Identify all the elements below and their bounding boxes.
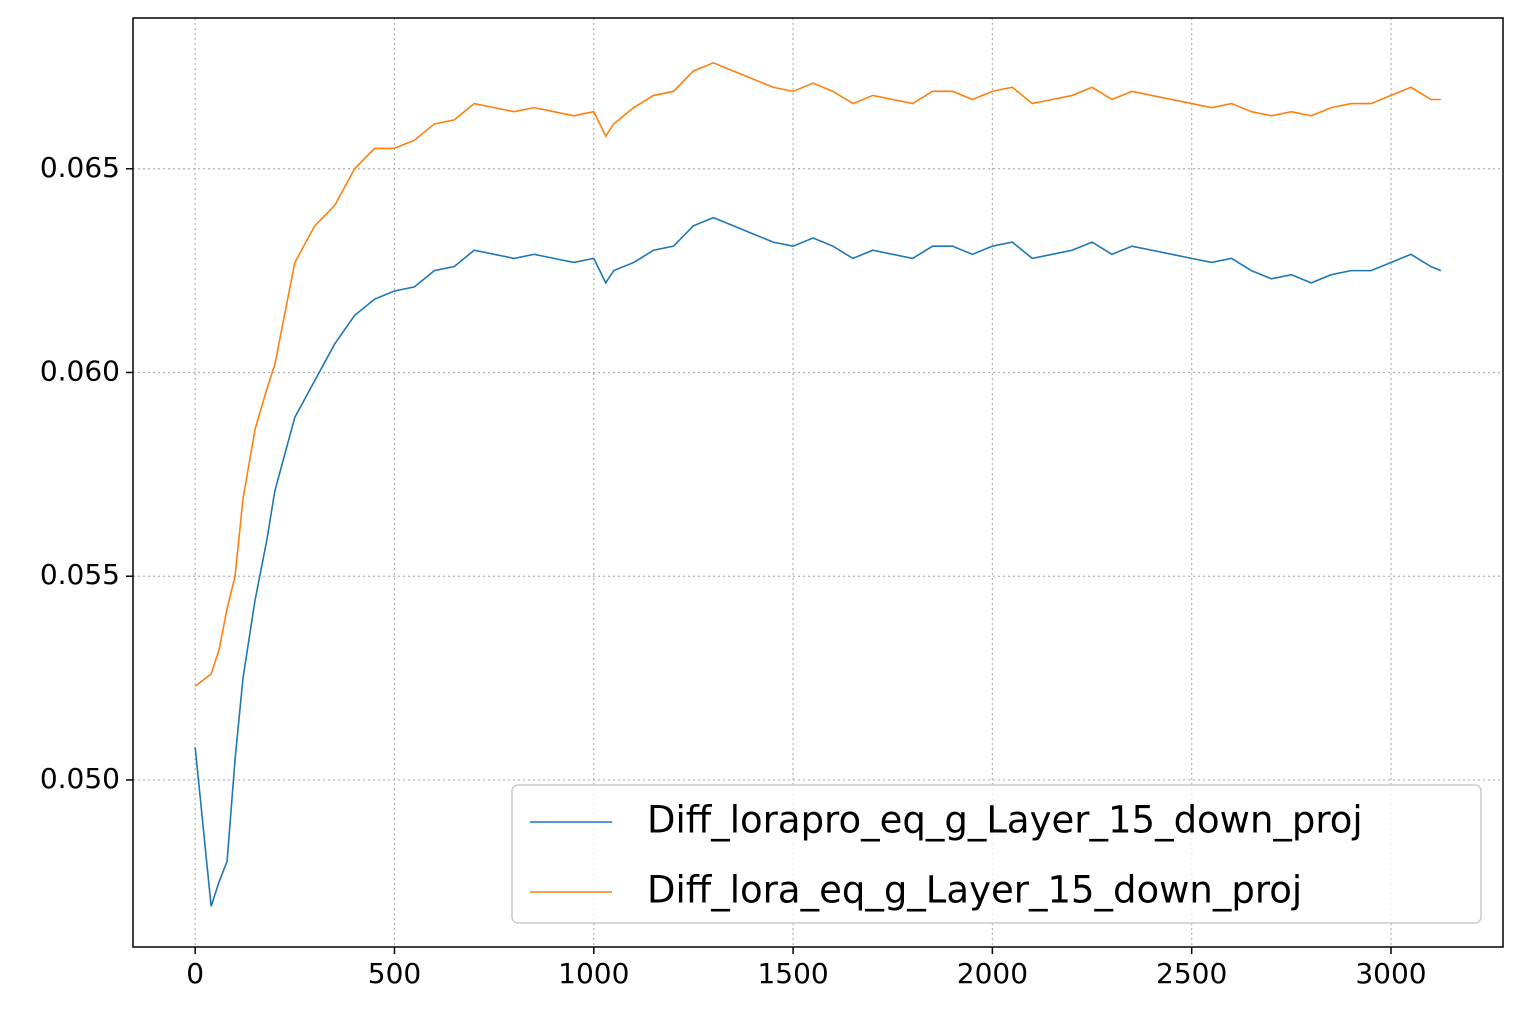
x-tick-label: 1000 [558,957,629,990]
legend-box [511,784,1482,924]
y-tick-label: 0.055 [40,558,120,591]
plot-frame [132,17,1504,948]
data-line [194,61,1441,687]
x-tick-label: 0 [186,957,204,990]
x-tick-label: 1500 [757,957,828,990]
y-tick-label: 0.050 [40,762,120,795]
legend: Diff_lorapro_eq_g_Layer_15_down_proj Diff… [511,784,1482,924]
y-tick-label: 0.060 [40,354,120,387]
legend-label: Diff_lorapro_eq_g_Layer_15_down_proj [647,799,1363,842]
y-tick-label: 0.065 [40,151,120,184]
x-tick-label: 3000 [1355,957,1426,990]
x-tick-label: 2000 [957,957,1028,990]
x-tick-label: 500 [368,957,421,990]
x-tick-label: 2500 [1156,957,1227,990]
legend-label: Diff_lora_eq_g_Layer_15_down_proj [647,869,1302,912]
data-line [194,216,1442,907]
